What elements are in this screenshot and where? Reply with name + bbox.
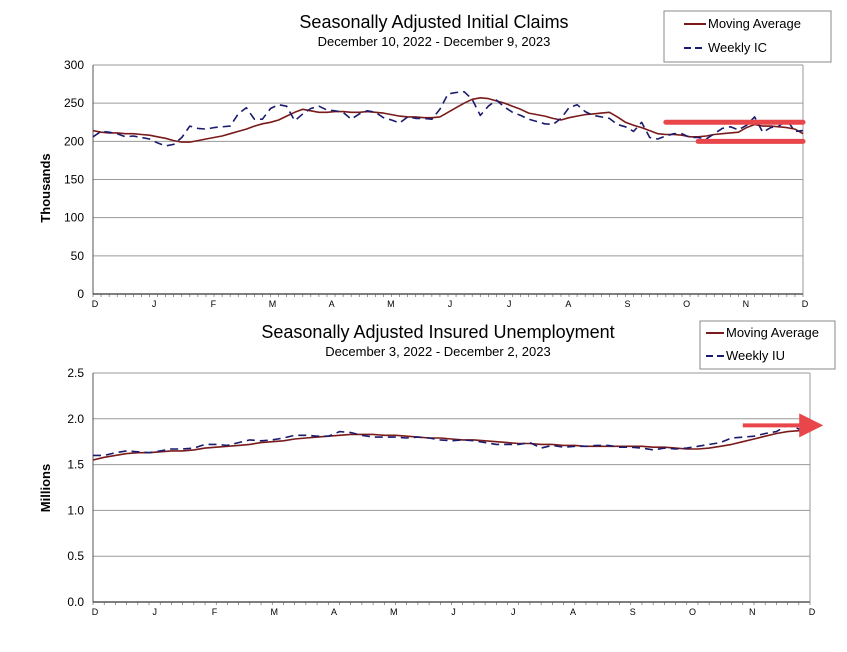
y-tick-label: 0	[77, 287, 84, 301]
series-line-weekly-ic	[92, 90, 804, 147]
x-tick-label: D	[92, 299, 99, 309]
x-tick-label: M	[390, 607, 398, 617]
y-tick-label: 50	[71, 249, 85, 263]
legend: Moving Average Weekly IC	[663, 10, 832, 63]
legend-label-weekly-iu: Weekly IU	[726, 348, 785, 363]
x-tick-label: M	[271, 607, 279, 617]
chart-title: Seasonally Adjusted Insured Unemployment	[261, 322, 614, 342]
x-tick-label: D	[809, 607, 816, 617]
chart-subtitle: December 10, 2022 - December 9, 2023	[318, 34, 551, 49]
x-minor-ticks	[92, 294, 804, 297]
x-tick-label: J	[152, 299, 157, 309]
x-tick-label: J	[448, 299, 453, 309]
y-tick-label: 0.5	[67, 549, 84, 563]
legend-label-moving-average: Moving Average	[708, 16, 801, 31]
x-tick-label: J	[511, 607, 516, 617]
legend-label-moving-average: Moving Average	[726, 325, 819, 340]
series-line-moving-average	[92, 429, 810, 461]
x-tick-label: N	[743, 299, 750, 309]
x-tick-label: A	[565, 299, 571, 309]
x-tick-label: J	[507, 299, 512, 309]
gridlines	[93, 372, 810, 557]
x-tick-label: F	[211, 299, 217, 309]
y-tick-label: 200	[64, 134, 84, 148]
y-tick-label: 100	[64, 211, 84, 225]
legend: Moving Average Weekly IU	[699, 320, 836, 370]
x-tick-label: J	[153, 607, 158, 617]
y-tick-label: 300	[64, 58, 84, 72]
y-tick-labels: 0.0 0.5 1.0 1.5 2.0 2.5	[67, 366, 84, 609]
series-line-weekly-iu	[93, 424, 811, 457]
x-tick-label: J	[451, 607, 456, 617]
y-tick-label: 250	[64, 96, 84, 110]
x-tick-label: N	[749, 607, 756, 617]
initial-claims-chart: Seasonally Adjusted Initial Claims Decem…	[38, 10, 832, 309]
x-tick-label: M	[387, 299, 395, 309]
x-tick-label: S	[630, 607, 636, 617]
chart-subtitle: December 3, 2022 - December 2, 2023	[325, 344, 550, 359]
x-tick-label: O	[683, 299, 690, 309]
y-tick-label: 2.0	[67, 412, 84, 426]
x-tick-label: D	[802, 299, 809, 309]
x-tick-label: F	[212, 607, 218, 617]
y-tick-label: 1.5	[67, 458, 84, 472]
insured-unemployment-chart: Seasonally Adjusted Insured Unemployment…	[38, 320, 836, 617]
x-tick-label: O	[689, 607, 696, 617]
y-tick-label: 150	[64, 173, 84, 187]
x-tick-label: M	[269, 299, 277, 309]
y-tick-label: 2.5	[67, 366, 84, 380]
y-tick-label: 0.0	[67, 595, 84, 609]
x-tick-label: A	[329, 299, 335, 309]
chart-title: Seasonally Adjusted Initial Claims	[299, 12, 568, 32]
x-tick-label: A	[331, 607, 337, 617]
y-tick-labels: 0 50 100 150 200 250 300	[64, 58, 84, 301]
y-axis-label: Millions	[38, 464, 53, 512]
gridlines	[93, 64, 803, 257]
y-tick-label: 1.0	[67, 503, 84, 517]
x-minor-ticks	[92, 602, 811, 605]
y-axis-label: Thousands	[38, 153, 53, 222]
x-tick-label: D	[92, 607, 99, 617]
legend-label-weekly-ic: Weekly IC	[708, 40, 767, 55]
x-tick-label: A	[570, 607, 576, 617]
x-tick-label: S	[624, 299, 630, 309]
